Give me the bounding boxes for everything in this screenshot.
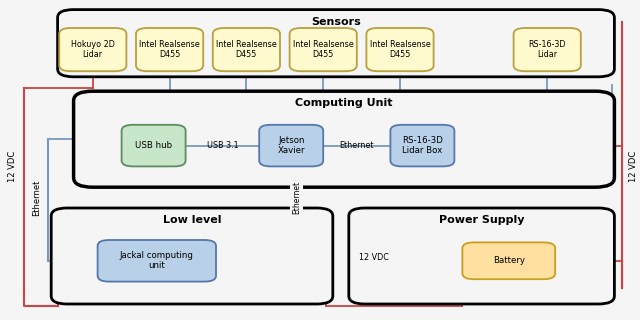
Text: Ethernet: Ethernet — [340, 141, 374, 150]
FancyBboxPatch shape — [463, 243, 556, 279]
Text: 12 VDC: 12 VDC — [8, 151, 17, 182]
FancyBboxPatch shape — [97, 240, 216, 282]
Text: Intel Realsense
D455: Intel Realsense D455 — [293, 40, 353, 59]
FancyBboxPatch shape — [514, 28, 581, 71]
FancyBboxPatch shape — [74, 91, 614, 187]
Text: Ethernet: Ethernet — [32, 180, 41, 216]
Text: RS-16-3D
Lidar: RS-16-3D Lidar — [529, 40, 566, 59]
FancyBboxPatch shape — [212, 28, 280, 71]
Text: RS-16-3D
Lidar Box: RS-16-3D Lidar Box — [402, 136, 443, 155]
FancyBboxPatch shape — [58, 10, 614, 77]
FancyBboxPatch shape — [349, 208, 614, 304]
FancyBboxPatch shape — [290, 28, 357, 71]
Text: Jetson
Xavier: Jetson Xavier — [278, 136, 305, 155]
Text: Computing Unit: Computing Unit — [295, 98, 393, 108]
Text: Intel Realsense
D455: Intel Realsense D455 — [140, 40, 200, 59]
FancyBboxPatch shape — [366, 28, 434, 71]
Text: Power Supply: Power Supply — [439, 215, 524, 225]
Text: Hokuyo 2D
Lidar: Hokuyo 2D Lidar — [71, 40, 115, 59]
FancyBboxPatch shape — [60, 28, 127, 71]
Text: 12 VDC: 12 VDC — [360, 253, 389, 262]
Text: USB hub: USB hub — [135, 141, 172, 150]
Text: Battery: Battery — [493, 256, 525, 265]
FancyBboxPatch shape — [122, 125, 186, 166]
Text: USB 3.1: USB 3.1 — [207, 141, 238, 150]
FancyBboxPatch shape — [51, 208, 333, 304]
Text: Sensors: Sensors — [311, 17, 361, 27]
Text: Jackal computing
unit: Jackal computing unit — [120, 251, 194, 270]
Text: Intel Realsense
D455: Intel Realsense D455 — [216, 40, 276, 59]
FancyBboxPatch shape — [390, 125, 454, 166]
FancyBboxPatch shape — [259, 125, 323, 166]
Text: Intel Realsense
D455: Intel Realsense D455 — [370, 40, 430, 59]
Text: Low level: Low level — [163, 215, 221, 225]
Text: 12 VDC: 12 VDC — [629, 151, 638, 182]
FancyBboxPatch shape — [136, 28, 204, 71]
Text: Ethernet: Ethernet — [292, 181, 301, 214]
